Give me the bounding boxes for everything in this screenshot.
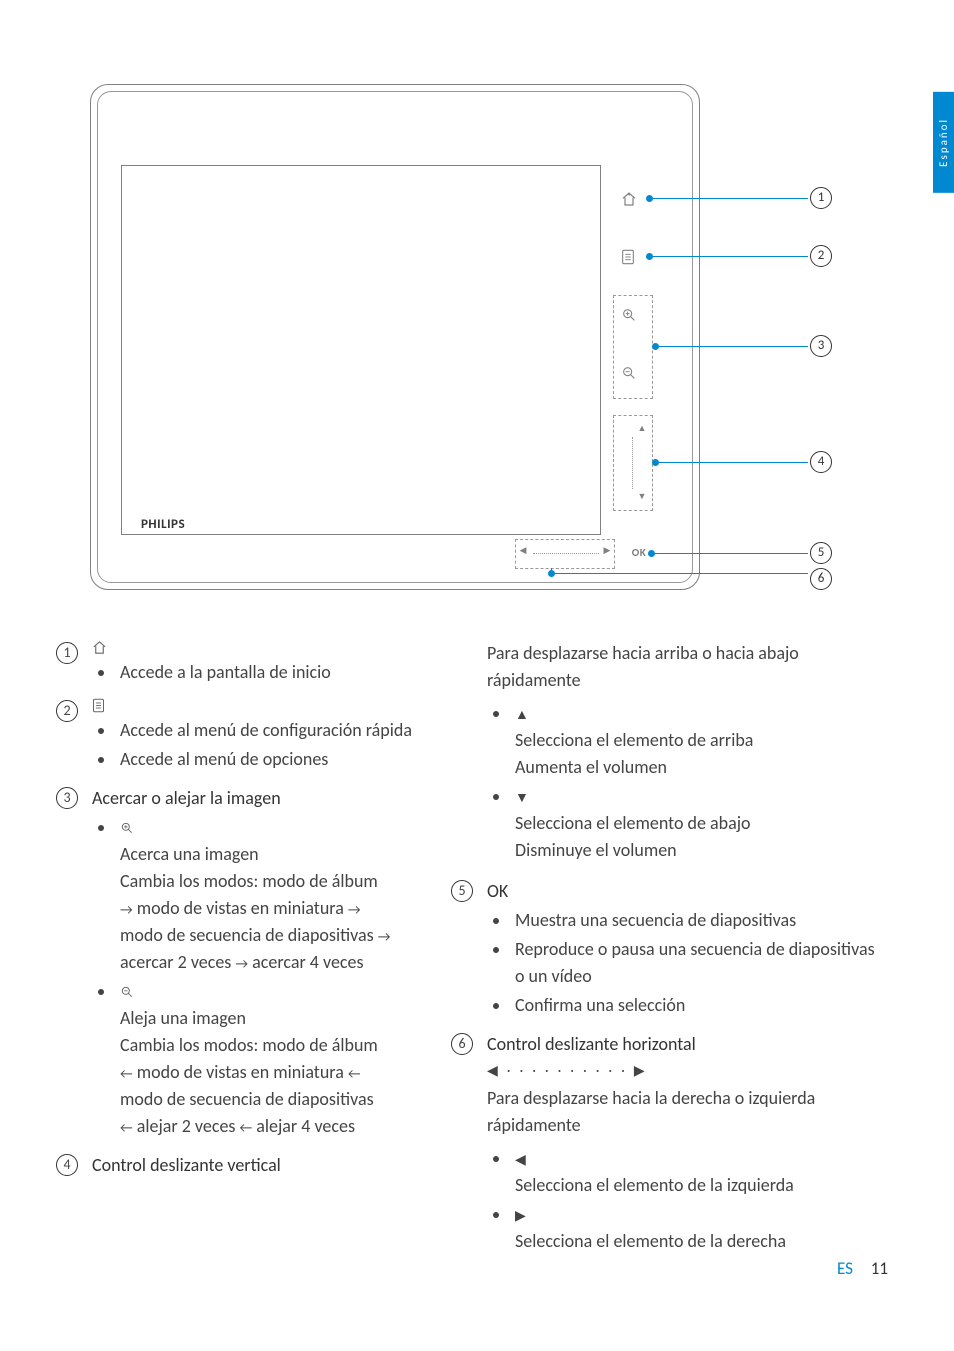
zoom-in-icon [120,821,134,835]
item-1: 1 Accede a la pantalla de inicio [56,640,457,688]
callout-2: 2 [810,245,832,267]
num-6: 6 [451,1033,473,1055]
brand-logo: PHILIPS [141,517,185,532]
zoom-in-icon [621,307,661,323]
heading: OK [487,878,888,905]
text: Acerca una imagen [120,841,457,868]
text: Accede al menú de opciones [116,746,457,773]
item-2: 2 Accede al menú de configuración rápida… [56,698,457,775]
lead-line [654,553,808,554]
callout-5: 5 [810,542,832,564]
text: Para desplazarse hacia la derecha o izqu… [487,1085,888,1139]
text: Accede a la pantalla de inicio [116,659,457,686]
down-item: ▼ Selecciona el elemento de abajo Dismin… [511,783,888,864]
num-3: 3 [56,787,78,809]
right-item: ▶ Selecciona el elemento de la derecha [511,1201,888,1255]
device-frame: PHILIPS ▲ ▼ ◀ ▶ OK [90,84,700,590]
callout-1: 1 [810,187,832,209]
text: Reproduce o pausa una secuencia de diapo… [511,936,888,990]
zoom-out-item: Aleja una imagen Cambia los modos: modo … [116,978,457,1140]
heading: Control deslizante horizontal [487,1031,888,1058]
item-6: 6 Control deslizante horizontal ◀ · · · … [451,1031,888,1257]
home-icon [92,640,457,655]
footer-lang: ES [837,1258,853,1279]
text: Selecciona el elemento de abajo [515,810,888,837]
zoom-out-icon [621,365,661,381]
left-item: ◀ Selecciona el elemento de la izquierda [511,1145,888,1199]
content-columns: 1 Accede a la pantalla de inicio 2 Acced… [56,640,888,1267]
right-arrow-icon: ▶ [601,545,613,556]
lead-line [652,198,808,199]
num-5: 5 [451,880,473,902]
text: Aumenta el volumen [515,754,888,781]
h-slider-track [533,553,599,554]
horizontal-slider [515,539,615,569]
heading: Control deslizante vertical [92,1152,457,1179]
callout-3: 3 [810,335,832,357]
lead-line [658,346,808,347]
num-4: 4 [56,1154,78,1176]
device-diagram: PHILIPS ▲ ▼ ◀ ▶ OK 1 2 [90,84,840,590]
text: Selecciona el elemento de arriba [515,727,888,754]
left-arrow-icon: ◀ [517,545,529,556]
heading: Acercar o alejar la imagen [92,785,457,812]
lead-line [551,568,552,574]
text: Confirma una selección [511,992,888,1019]
zoom-out-icon [120,985,134,999]
up-arrow-icon: ▲ [515,706,529,723]
text: Cambia los modos: modo de álbum ← modo d… [120,1032,457,1140]
item-5: 5 OK Muestra una secuencia de diapositiv… [451,878,888,1021]
page-number: 11 [871,1258,888,1279]
right-column: Para desplazarse hacia arriba o hacia ab… [487,640,888,1267]
num-2: 2 [56,700,78,722]
text: Cambia los modos: modo de álbum → modo d… [120,868,457,976]
down-arrow-icon: ▼ [622,491,662,502]
text: Aleja una imagen [120,1005,457,1032]
page-footer: ES 11 [837,1258,888,1279]
right-arrow-icon: ▶ [515,1207,526,1224]
text: Disminuye el volumen [515,837,888,864]
left-column: 1 Accede a la pantalla de inicio 2 Acced… [56,640,457,1267]
text: Accede al menú de configuración rápida [116,717,457,744]
up-arrow-icon: ▲ [622,423,662,434]
text: Muestra una secuencia de diapositivas [511,907,888,934]
left-arrow-icon: ◀ [515,1151,526,1168]
num-1: 1 [56,642,78,664]
callout-4: 4 [810,451,832,473]
item-4: 4 Control deslizante vertical [56,1152,457,1181]
home-icon [621,191,661,207]
item-3: 3 Acercar o alejar la imagen Acerca una … [56,785,457,1142]
lead-line [554,573,808,574]
v-slider-track [632,437,633,489]
pre-text: Para desplazarse hacia arriba o hacia ab… [487,640,888,694]
menu-icon [92,698,457,713]
text: Selecciona el elemento de la derecha [515,1228,888,1255]
menu-icon [621,249,661,265]
language-tab: Español [933,92,954,193]
h-slider-graphic: ◀ · · · · · · · · · · ▶ [487,1060,888,1081]
text: Selecciona el elemento de la izquierda [515,1172,888,1199]
down-arrow-icon: ▼ [515,789,529,806]
lead-line [658,462,808,463]
device-screen [121,165,601,535]
zoom-in-item: Acerca una imagen Cambia los modos: modo… [116,814,457,976]
up-item: ▲ Selecciona el elemento de arriba Aumen… [511,700,888,781]
callout-6: 6 [810,568,832,590]
lead-line [652,256,808,257]
